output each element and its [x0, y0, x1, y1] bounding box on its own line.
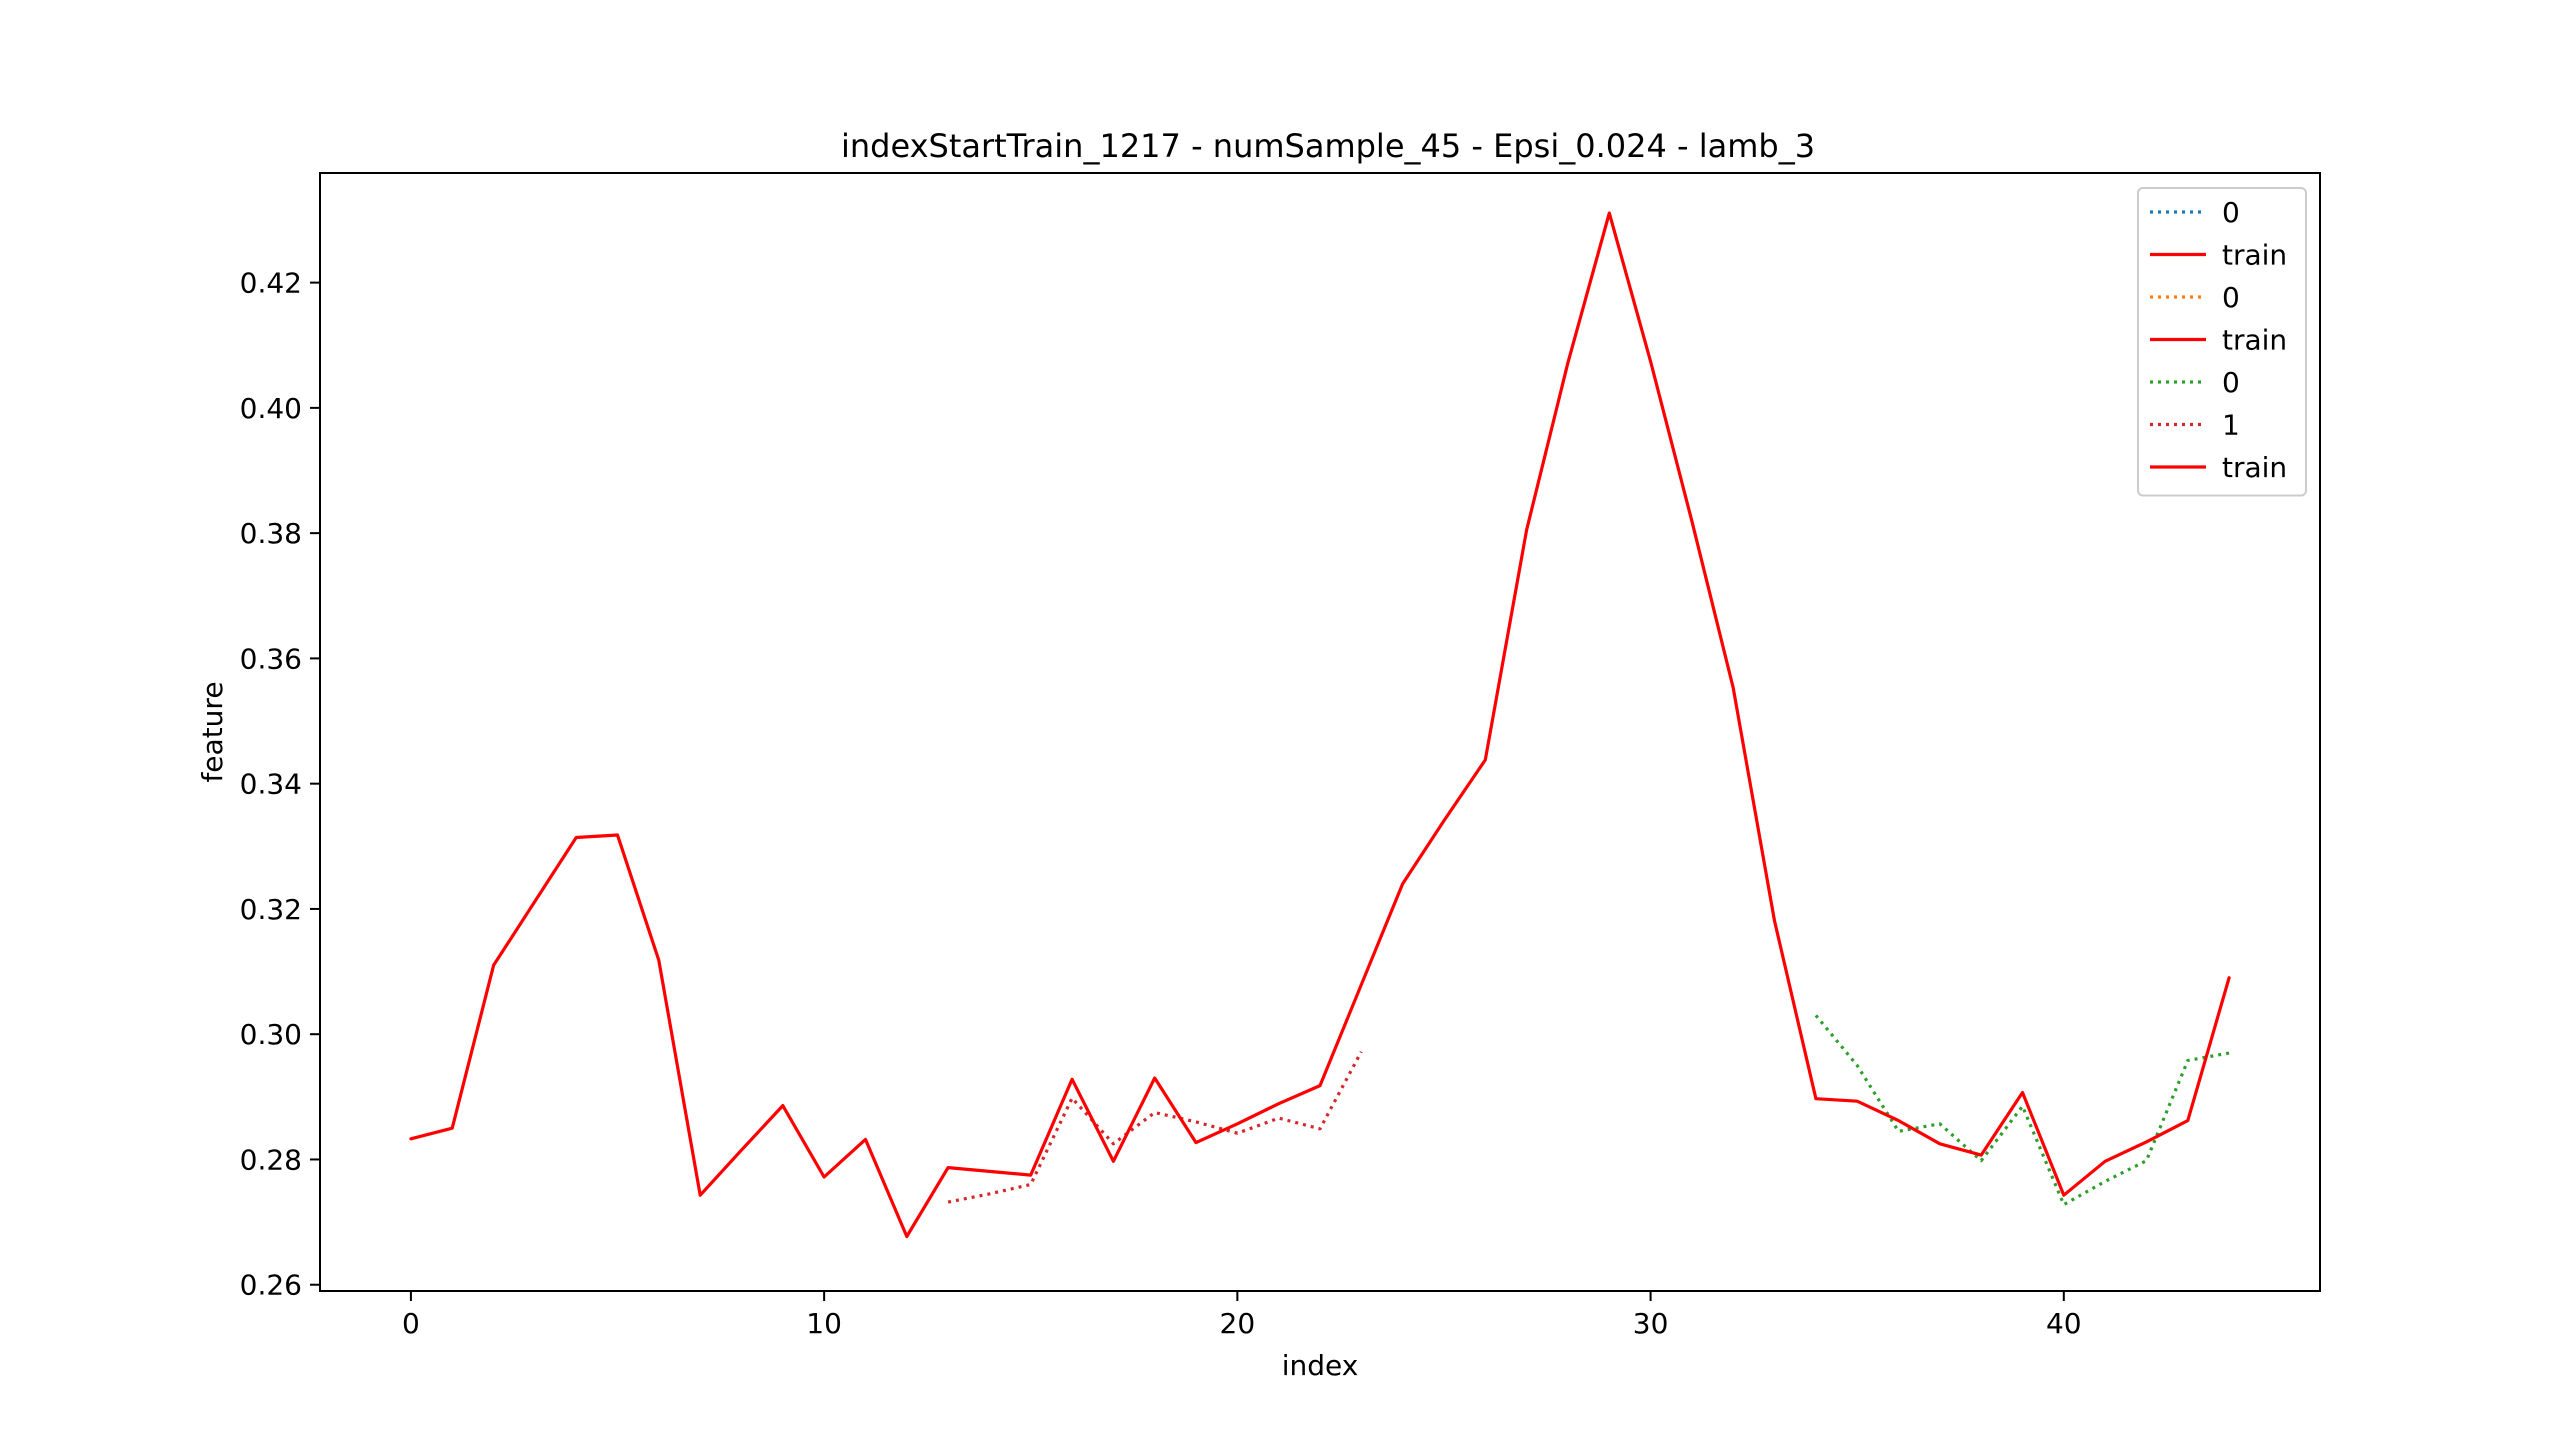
series-line-4-0 [1814, 1014, 2230, 1207]
y-tick-label: 0.30 [240, 1018, 302, 1051]
y-axis-label: feature [196, 681, 229, 782]
x-tick-label: 40 [2046, 1307, 2082, 1340]
y-tick-label: 0.36 [240, 642, 302, 675]
y-tick-label: 0.38 [240, 517, 302, 550]
y-tick-label: 0.42 [240, 267, 302, 300]
y-axis: 0.26 0.28 0.30 0.32 0.34 0.36 0.38 0.40 0.42 [240, 267, 320, 1302]
x-axis-label: index [1282, 1349, 1359, 1382]
legend-entry-label: 0 [2222, 281, 2240, 314]
y-tick-label: 0.26 [240, 1269, 302, 1302]
legend-entry-label: train [2222, 324, 2287, 357]
y-tick-label: 0.40 [240, 392, 302, 425]
x-tick-label: 30 [1633, 1307, 1669, 1340]
x-tick-label: 20 [1220, 1307, 1256, 1340]
y-tick-label: 0.28 [240, 1143, 302, 1176]
series-line-1-train [409, 211, 2231, 1239]
x-tick-label: 10 [806, 1307, 842, 1340]
series-layer [409, 211, 2231, 1239]
legend-entry-label: 0 [2222, 196, 2240, 229]
legend-entry-label: train [2222, 239, 2287, 272]
plot-area [319, 172, 2321, 1292]
y-tick-label: 0.32 [240, 893, 302, 926]
legend-entry-label: 1 [2222, 409, 2240, 442]
legend: 0 train 0 train 0 1 train [2137, 187, 2307, 497]
x-tick-label: 0 [402, 1307, 420, 1340]
chart-title: indexStartTrain_1217 - numSample_45 - Ep… [841, 127, 1815, 165]
x-axis: 0 10 20 30 40 [402, 1291, 2082, 1340]
legend-entry-label: 0 [2222, 366, 2240, 399]
legend-box [2137, 187, 2307, 497]
legend-entry-label: train [2222, 451, 2287, 484]
y-tick-label: 0.34 [240, 768, 302, 801]
